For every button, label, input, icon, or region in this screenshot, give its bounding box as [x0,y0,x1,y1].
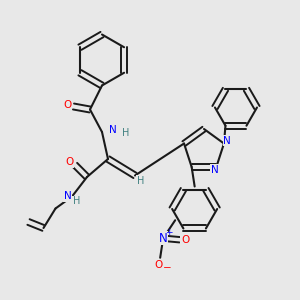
Text: N: N [223,136,231,146]
Text: O: O [154,260,163,270]
Text: N: N [159,232,167,245]
Text: N: N [109,125,116,136]
Text: O: O [65,157,73,167]
Text: +: + [165,228,173,237]
Text: O: O [181,235,189,245]
Text: O: O [63,100,72,110]
Text: N: N [211,165,219,175]
Text: H: H [73,196,80,206]
Text: −: − [163,263,172,273]
Text: H: H [136,176,144,186]
Text: H: H [122,128,129,139]
Text: N: N [64,191,71,202]
